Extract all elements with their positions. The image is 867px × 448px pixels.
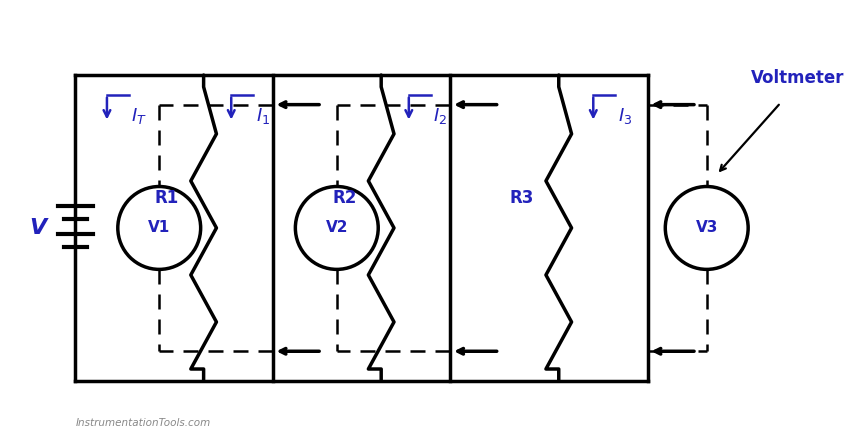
Text: $I_3$: $I_3$ — [617, 107, 632, 126]
Text: InstrumentationTools.com: InstrumentationTools.com — [75, 418, 211, 428]
Text: V2: V2 — [325, 220, 348, 236]
Text: $I_T$: $I_T$ — [131, 107, 147, 126]
Text: $I_1$: $I_1$ — [256, 107, 270, 126]
Text: R1: R1 — [154, 190, 179, 207]
Text: V3: V3 — [695, 220, 718, 236]
Text: V: V — [29, 218, 47, 238]
Text: Voltmeter: Voltmeter — [751, 69, 844, 87]
Text: R3: R3 — [510, 190, 534, 207]
Text: R2: R2 — [332, 190, 356, 207]
Text: V1: V1 — [148, 220, 170, 236]
Text: $I_2$: $I_2$ — [434, 107, 447, 126]
